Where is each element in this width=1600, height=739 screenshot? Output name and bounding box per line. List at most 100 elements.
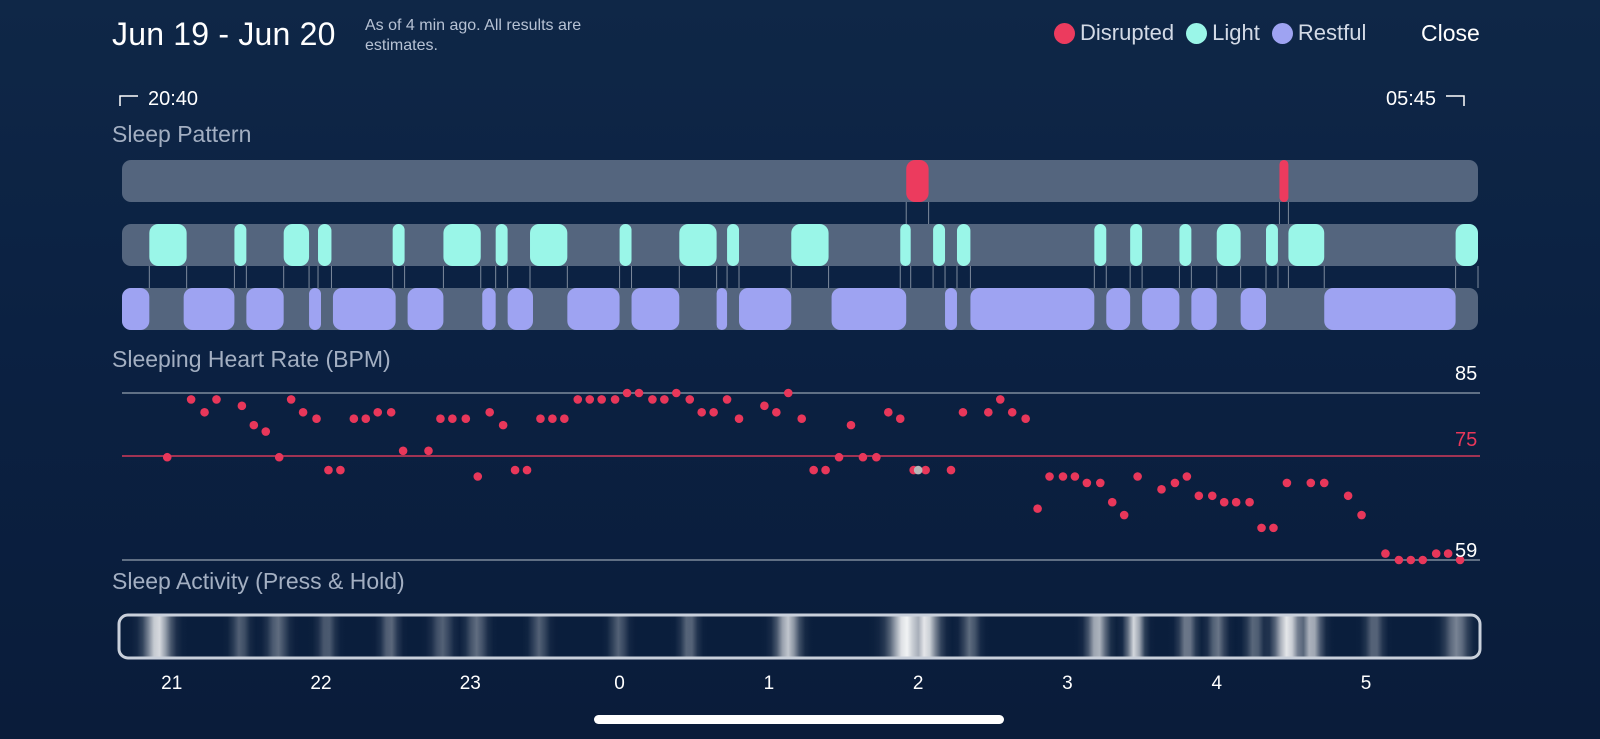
hr-point: [797, 414, 807, 423]
hr-point: [1455, 555, 1465, 565]
hr-point: [685, 395, 695, 404]
light-segment: [727, 224, 740, 266]
x-tick-label: 4: [1211, 673, 1223, 694]
hr-point: [946, 465, 956, 475]
restful-segment: [567, 288, 620, 330]
hr-point: [1170, 478, 1180, 488]
hr-point: [1418, 555, 1428, 565]
hr-point: [448, 414, 457, 423]
legend-item-restful: Restful: [1271, 20, 1366, 46]
hr-point: [212, 395, 221, 404]
hr-point: [398, 446, 408, 456]
hr-point: [1231, 497, 1241, 507]
hr-label-85: 85: [1455, 363, 1478, 385]
home-indicator[interactable]: [594, 715, 1004, 724]
hr-point: [809, 465, 818, 475]
sleep-pattern-title: Sleep Pattern: [112, 121, 252, 147]
hr-point: [473, 472, 483, 481]
light-segment: [1130, 224, 1143, 266]
x-tick-label: 21: [161, 673, 183, 694]
hr-point: [1431, 549, 1441, 558]
x-tick-label: 0: [614, 673, 625, 694]
hr-point: [498, 420, 508, 430]
hr-point: [237, 401, 247, 411]
x-tick-label: 22: [310, 673, 332, 694]
light-segment: [679, 224, 717, 266]
hr-point: [1194, 491, 1204, 501]
hr-point: [1245, 497, 1254, 507]
restful-swatch: [1271, 22, 1293, 44]
hr-point: [461, 414, 471, 423]
end-time: 05:45: [1386, 88, 1466, 111]
hr-point: [1119, 510, 1129, 520]
hr-point: [634, 388, 644, 398]
hr-point: [286, 395, 296, 404]
hr-point: [1058, 472, 1068, 481]
restful-segment: [1191, 288, 1217, 330]
hr-point: [1021, 414, 1030, 423]
hr-point: [585, 395, 595, 404]
hr-point: [200, 407, 209, 417]
hr-point: [249, 420, 259, 430]
hr-point: [648, 395, 657, 404]
hr-point: [261, 427, 271, 436]
hr-point: [597, 395, 606, 404]
hr-label-59: 59: [1455, 540, 1478, 562]
hr-point: [548, 414, 557, 423]
light-segment: [149, 224, 187, 266]
light-segment: [443, 224, 481, 266]
light-segment: [318, 224, 332, 266]
hr-point: [1394, 555, 1404, 565]
light-segment: [1094, 224, 1107, 266]
restful-segment: [739, 288, 792, 330]
activity-fill: [120, 616, 1479, 657]
restful-segment: [970, 288, 1095, 330]
hr-point: [373, 407, 383, 417]
light-segment: [956, 224, 971, 266]
hr-point: [1157, 485, 1166, 494]
hr-point: [760, 401, 769, 411]
hr-point: [522, 465, 532, 475]
hr-point: [1406, 555, 1416, 565]
restful-segment: [183, 288, 235, 330]
x-tick-label: 2: [912, 673, 924, 694]
start-bracket-icon: [119, 94, 138, 106]
restful-track: [122, 288, 1478, 330]
light-segment: [234, 224, 247, 266]
light-segment: [900, 224, 911, 266]
date-range-title: Jun 19 - Jun 20: [112, 16, 336, 52]
legend-item-light: Light: [1186, 20, 1260, 46]
hr-label-75: 75: [1455, 429, 1478, 451]
x-tick-label: 3: [1062, 673, 1073, 694]
activity-frame: [117, 613, 1482, 660]
restful-segment: [1324, 288, 1456, 330]
hr-point: [1357, 510, 1366, 520]
hr-point: [1007, 407, 1017, 417]
hr-point: [1282, 478, 1292, 488]
light-segment: [1288, 224, 1325, 266]
restful-segment: [507, 288, 533, 330]
restful-segment: [716, 288, 728, 330]
hr-point: [298, 407, 308, 417]
light-segment: [619, 224, 632, 266]
end-bracket-icon: [1446, 94, 1465, 106]
hr-point: [1082, 478, 1092, 488]
legend-item-disrupted: Disrupted: [1054, 20, 1174, 46]
restful-segment: [1142, 288, 1180, 330]
hr-point: [858, 452, 868, 462]
hr-point: [610, 395, 620, 404]
restful-segment: [831, 288, 907, 330]
hr-point: [162, 452, 172, 462]
hr-point: [772, 407, 781, 417]
hr-point: [958, 407, 968, 417]
hr-point: [1182, 472, 1192, 481]
disrupted-swatch: [1054, 22, 1075, 44]
end-time-label: 05:45: [1386, 88, 1437, 110]
legend: Disrupted Light Restful: [1054, 20, 1366, 46]
restful-segment: [945, 288, 957, 330]
light-segment: [1455, 224, 1478, 266]
start-time: 20:40: [118, 88, 198, 111]
hr-point: [1257, 523, 1266, 533]
close-button[interactable]: Close: [1421, 20, 1480, 46]
